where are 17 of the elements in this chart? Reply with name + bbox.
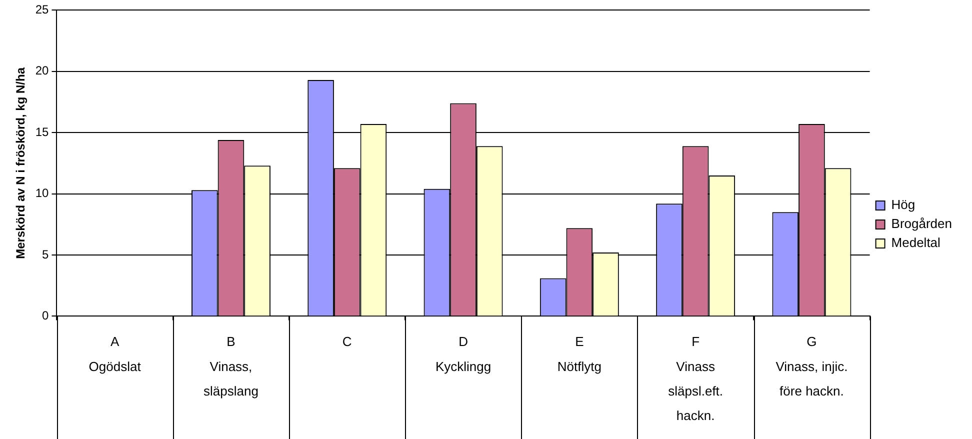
legend-label: Medeltal	[891, 235, 941, 250]
y-tick-label: 10	[35, 186, 50, 200]
x-tick-label: D Kycklingg	[435, 334, 492, 374]
x-tick-label: F Vinass släpsl.eft. hackn.	[668, 334, 724, 424]
x-tick-label: C	[342, 334, 352, 350]
x-tick-label: E Nötflytg	[557, 334, 602, 374]
x-tick-label: A Ogödslat	[88, 334, 142, 374]
y-tick-label: 5	[42, 247, 50, 262]
x-tick-label: B Vinass, släpslang	[204, 334, 258, 399]
legend-label: Brogården	[891, 216, 952, 232]
y-axis-title: Merskörd av N i fröskörd, kg N/ha	[14, 67, 28, 259]
legend-label: Hög	[891, 197, 916, 212]
x-tick-label: G Vinass, injic. före hackn.	[776, 334, 848, 399]
y-tick-label: 15	[35, 124, 50, 139]
y-tick-label: 20	[35, 64, 50, 78]
y-tick-label: 25	[35, 2, 50, 17]
y-tick-label: 0	[42, 308, 50, 323]
